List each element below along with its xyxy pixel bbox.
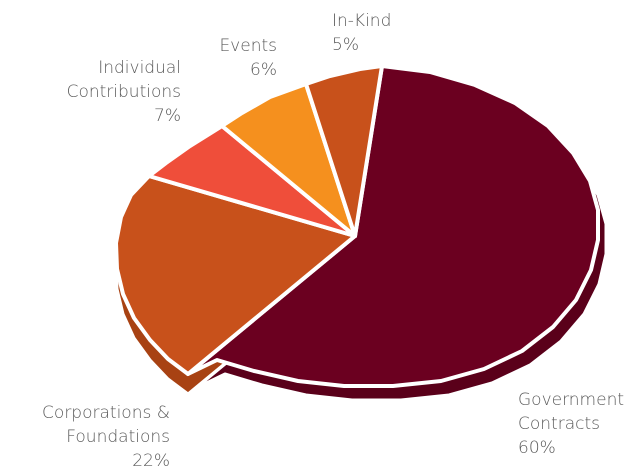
pie-slice-inkind [304, 64, 384, 238]
pie-label-layer: Government Contracts 60% Corporations & Foun… [42, 11, 624, 471]
pie-value-label: 5% [332, 35, 359, 55]
pie-label-corporations: Corporations & Foundations 22% [42, 403, 170, 471]
pie-label-line: Events [219, 36, 277, 56]
pie-label-inkind: In-Kind 5% [332, 11, 391, 55]
pie-slice-layer [114, 64, 600, 388]
pie-label-line: Individual [98, 58, 181, 78]
pie-slice-government [186, 64, 600, 388]
pie-label-line: Corporations & [42, 403, 170, 423]
pie-label-government: Government Contracts 60% [518, 390, 624, 458]
pie-value-label: 60% [518, 438, 556, 458]
pie-value-label: 6% [250, 60, 277, 80]
pie-value-label: 22% [132, 451, 170, 471]
pie-label-line: Foundations [66, 427, 170, 447]
pie-label-line: Contributions [67, 82, 181, 102]
pie-slice-corporations [114, 174, 357, 376]
pie-label-individual: Individual Contributions 7% [67, 58, 181, 126]
pie-label-line: Contracts [518, 414, 600, 434]
pie-label-line: Government [518, 390, 624, 410]
pie-label-line: In-Kind [332, 11, 391, 31]
pie-label-events: Events 6% [219, 36, 277, 80]
pie-value-label: 7% [154, 106, 181, 126]
